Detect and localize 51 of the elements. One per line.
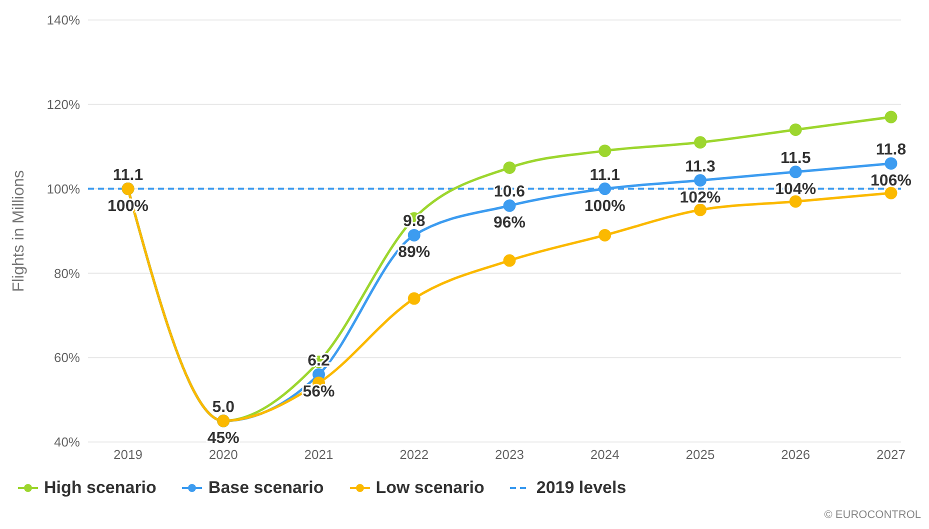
x-tick-label: 2024 — [590, 447, 620, 462]
legend-label: 2019 levels — [535, 478, 626, 498]
point — [789, 195, 802, 208]
data-label: 89% — [398, 244, 430, 262]
x-tick-label: 2023 — [495, 447, 524, 462]
y-axis-title: Flights in Millions — [10, 170, 28, 292]
x-tick-label: 2020 — [208, 447, 238, 462]
data-label: 102% — [680, 189, 721, 206]
x-tick-label: 2027 — [876, 447, 906, 462]
point — [694, 136, 706, 149]
point — [503, 199, 516, 212]
point — [408, 228, 420, 242]
x-tick-label: 2026 — [781, 447, 810, 462]
data-label: 45% — [207, 430, 240, 447]
annotation: 11.1 — [590, 166, 620, 184]
legend-label: Low scenario — [374, 478, 484, 498]
y-tick-label: 100% — [46, 181, 80, 196]
annotation: 5.0 — [212, 398, 235, 416]
y-tick-label: 120% — [46, 97, 80, 112]
y-tick-label: 80% — [54, 266, 80, 281]
point — [884, 186, 898, 200]
point — [598, 182, 612, 196]
point — [694, 204, 706, 216]
point — [503, 161, 516, 174]
point — [694, 174, 706, 187]
x-tick-label: 2019 — [114, 447, 142, 462]
text: © EUROCONTROL — [824, 509, 921, 521]
point — [884, 110, 898, 124]
data-label: 96% — [493, 214, 526, 232]
data-label: 56% — [302, 383, 335, 400]
annotation: 11.5 — [780, 150, 811, 167]
point — [884, 157, 898, 170]
x-tick-label: 2022 — [400, 447, 429, 462]
point — [598, 228, 612, 242]
annotation: 11.1 — [112, 166, 144, 184]
data-label: 106% — [870, 172, 912, 190]
legend-label: Base scenario — [207, 478, 324, 498]
point — [503, 254, 516, 267]
y-tick-label: 60% — [54, 350, 80, 366]
point — [408, 292, 420, 305]
annotation: 11.3 — [685, 158, 716, 176]
x-tick-label: 2025 — [686, 447, 715, 462]
y-tick-label: 140% — [46, 12, 80, 28]
x-tick-label: 2021 — [304, 447, 334, 462]
point — [789, 123, 802, 136]
legend-label: High scenario — [43, 478, 156, 498]
point — [789, 166, 802, 178]
point — [598, 144, 612, 158]
data-label: 100% — [584, 198, 626, 215]
annotation: 11.8 — [876, 141, 906, 158]
y-tick-label: 40% — [54, 434, 80, 450]
